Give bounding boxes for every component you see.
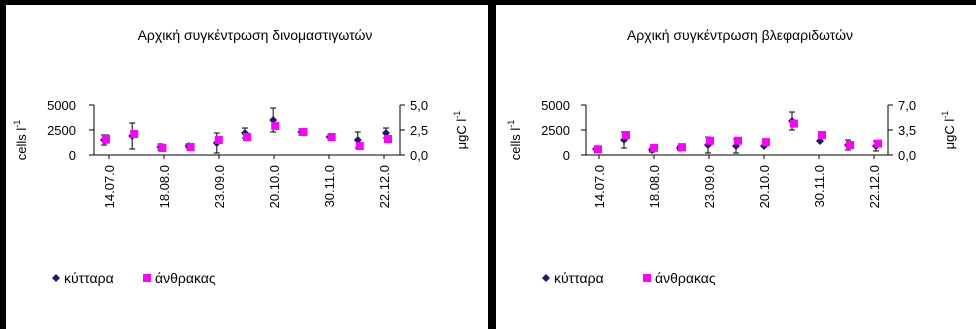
y-tick-label-right: 0,0 — [410, 148, 428, 163]
y-tick-label-left: 2500 — [541, 123, 570, 138]
y-axis-label-right-sup: -1 — [940, 111, 950, 119]
legend-label-cells: κύτταρα — [64, 270, 114, 286]
data-point-carbon — [790, 119, 798, 128]
y-axis-label-right: μgC l-1 — [452, 111, 469, 150]
data-point-carbon — [874, 139, 882, 148]
y-tick-label-right: 5,0 — [410, 98, 428, 113]
x-tick-label: 22.12.0 — [867, 165, 882, 208]
x-tick-label: 18.08.0 — [157, 165, 172, 208]
chart-ciliates: Αρχική συγκέντρωση βλεφαριδωτών 5000 2500… — [506, 27, 957, 286]
data-point-carbon — [186, 143, 195, 151]
data-point-carbon — [734, 136, 742, 145]
chart-title: Αρχική συγκέντρωση βλεφαριδωτών — [627, 27, 853, 43]
x-tick-label: 30.11.0 — [322, 165, 337, 207]
data-point-carbon — [846, 141, 854, 149]
x-tick-label: 22.12.0 — [377, 165, 392, 208]
y-axis-label-right: μgC l-1 — [940, 111, 957, 150]
data-point-carbon — [158, 144, 167, 152]
y-tick-label-left: 0 — [69, 148, 76, 163]
data-point-carbon — [130, 130, 139, 138]
x-tick-label: 30.11.0 — [812, 165, 827, 207]
y-axis-label-left: cells l-1 — [506, 120, 523, 161]
x-tick-label: 23.09.0 — [212, 165, 227, 208]
data-point-carbon — [243, 133, 251, 141]
chart-panel-ciliates: Αρχική συγκέντρωση βλεφαριδωτών 5000 2500… — [496, 5, 976, 329]
data-point-carbon — [102, 135, 110, 143]
legend-marker-cells — [52, 274, 60, 282]
x-tick-label: 20.10.0 — [757, 165, 772, 208]
chart-dinoflagellates: Αρχική συγκέντρωση δινομαστιγωτών 5000 25… — [12, 27, 469, 286]
y-tick-label-left: 0 — [563, 148, 570, 163]
legend-marker-carbon — [643, 274, 651, 282]
y-axis-label-left-sup: -1 — [506, 120, 516, 128]
y-tick-label-right: 7,0 — [898, 98, 916, 113]
data-point-carbon — [299, 128, 308, 136]
x-tick-label: 18.08.0 — [647, 165, 662, 208]
y-tick-label-right: 3,5 — [898, 123, 916, 138]
legend-marker-carbon — [143, 274, 151, 282]
y-tick-label-left: 5000 — [47, 98, 76, 113]
data-point-carbon — [271, 122, 280, 130]
chart-panel-dinoflagellates: Αρχική συγκέντρωση δινομαστιγωτών 5000 25… — [6, 5, 488, 329]
y-tick-label-right: 0,0 — [898, 148, 916, 163]
y-axis-label-right-text: μgC l — [942, 119, 957, 150]
y-axis-label-left: cells l-1 — [12, 120, 29, 161]
data-point-carbon — [762, 138, 770, 147]
legend-label-carbon: άνθρακας — [655, 270, 716, 286]
y-axis-label-left-text: cells l — [14, 128, 29, 161]
data-point-carbon — [327, 133, 336, 141]
y-axis-label-right-text: μgC l — [454, 119, 469, 150]
chart-title: Αρχική συγκέντρωση δινομαστιγωτών — [138, 27, 373, 43]
data-point-carbon — [650, 143, 658, 152]
x-tick-label: 20.10.0 — [267, 165, 282, 208]
x-tick-label: 14.07.0 — [592, 165, 607, 208]
x-tick-label: 23.09.0 — [702, 165, 717, 208]
y-tick-label-right: 2,5 — [410, 123, 428, 138]
legend-label-cells: κύτταρα — [554, 270, 604, 286]
y-tick-label-left: 5000 — [541, 98, 570, 113]
data-point-carbon — [355, 142, 364, 150]
data-point-carbon — [214, 136, 223, 144]
data-point-carbon — [818, 131, 826, 139]
x-tick-label: 14.07.0 — [102, 165, 117, 208]
legend-label-carbon: άνθρακας — [155, 270, 216, 286]
y-tick-label-left: 2500 — [47, 123, 76, 138]
data-point-carbon — [678, 143, 686, 152]
data-point-carbon — [384, 135, 392, 143]
data-point-carbon — [594, 145, 602, 154]
y-axis-label-left-sup: -1 — [12, 120, 22, 128]
legend-marker-cells — [542, 274, 550, 282]
y-axis-label-left-text: cells l — [508, 128, 523, 161]
y-axis-label-right-sup: -1 — [452, 111, 462, 119]
data-point-carbon — [622, 131, 630, 139]
data-point-carbon — [706, 136, 714, 145]
